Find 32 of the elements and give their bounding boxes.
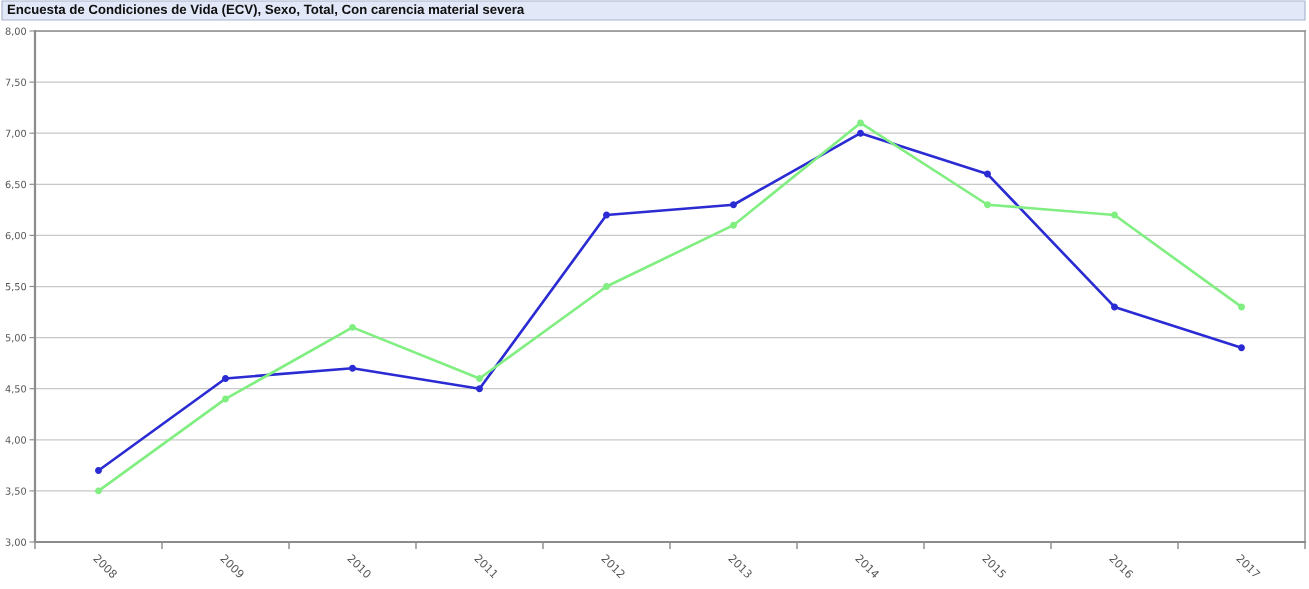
y-tick-label: 7,00 xyxy=(5,129,27,139)
point xyxy=(984,170,991,178)
point xyxy=(476,385,483,393)
y-tick-label: 3,50 xyxy=(5,487,27,496)
y-tick-label: 6,50 xyxy=(5,180,27,190)
point xyxy=(476,375,483,382)
point xyxy=(349,364,356,372)
y-tick-label: 4,00 xyxy=(5,436,27,445)
y-tick-label: 7,50 xyxy=(5,78,27,87)
y-tick-label: 6,00 xyxy=(5,231,27,241)
point xyxy=(222,375,229,382)
point xyxy=(1111,303,1118,311)
y-tick-label: 5,00 xyxy=(5,334,27,343)
y-tick-label: 5,50 xyxy=(5,282,27,292)
point xyxy=(1111,211,1118,219)
point xyxy=(857,129,864,137)
point xyxy=(1238,344,1245,352)
point xyxy=(984,201,991,209)
chart-title: Encuesta de Condiciones de Vida (ECV), Sexo, Total, Con carencia material severa xyxy=(7,4,525,17)
point xyxy=(222,395,229,403)
y-tick-label: 4,50 xyxy=(5,385,27,394)
point xyxy=(349,323,356,331)
y-tick-label: 3,00 xyxy=(5,538,27,547)
point xyxy=(730,201,737,209)
point xyxy=(730,221,737,229)
point xyxy=(95,466,102,474)
point xyxy=(857,119,864,127)
point xyxy=(95,487,102,495)
point xyxy=(1238,303,1245,311)
point xyxy=(603,283,610,290)
point xyxy=(603,211,610,219)
y-tick-label: 8,00 xyxy=(5,27,27,36)
